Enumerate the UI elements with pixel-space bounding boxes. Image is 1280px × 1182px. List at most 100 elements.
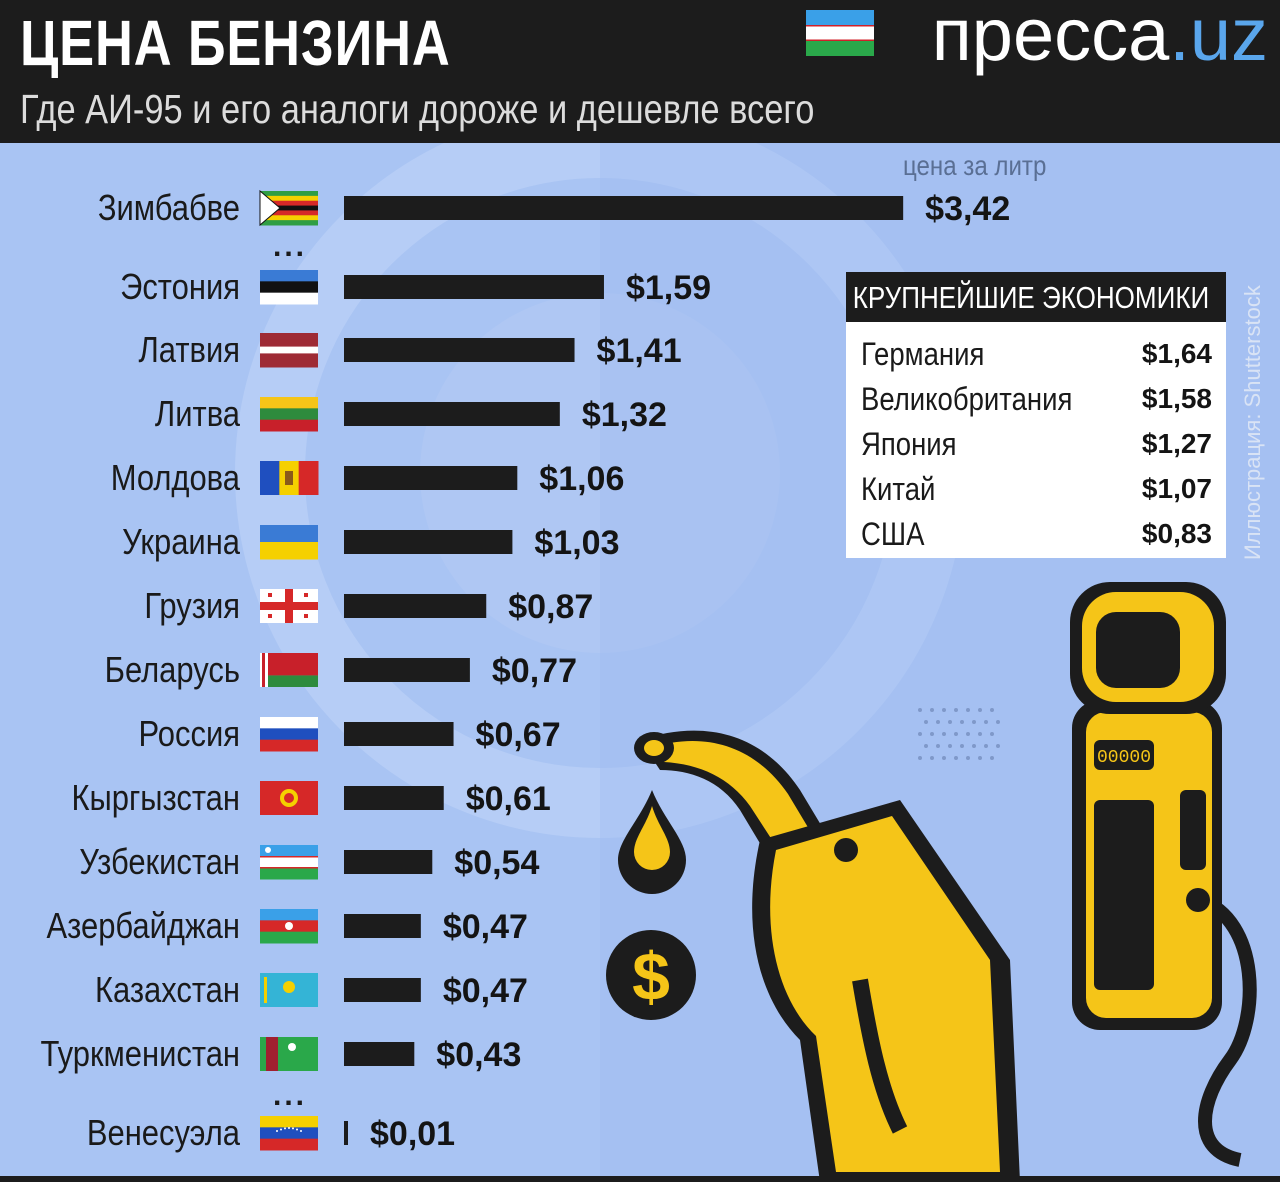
- economies-title-text: КРУПНЕЙШИЕ ЭКОНОМИКИ: [852, 280, 1210, 315]
- fuel-pump-icon: 00000: [1070, 582, 1226, 1030]
- halftone-dots: [918, 708, 1000, 760]
- flag-icon-14: [260, 1116, 318, 1151]
- economy-country: Япония: [861, 426, 957, 462]
- bar: [344, 914, 421, 938]
- bar: [344, 196, 904, 220]
- value-label: $0,67: [476, 716, 561, 754]
- country-label: Латвия: [138, 331, 240, 371]
- value-label: $3,42: [925, 190, 1010, 228]
- value-label: $0,77: [492, 652, 577, 690]
- ellipsis: ...: [273, 1079, 307, 1112]
- value-label: $1,59: [626, 269, 711, 307]
- country-label: Грузия: [144, 587, 240, 627]
- country-label: Туркменистан: [40, 1035, 240, 1075]
- country-label: Казахстан: [95, 971, 240, 1011]
- country-label: Кыргызстан: [72, 779, 240, 819]
- bar: [344, 466, 518, 490]
- flag-icon-12: [260, 973, 318, 1007]
- economy-price: $1,64: [1141, 338, 1212, 369]
- country-label: Эстония: [120, 268, 240, 308]
- economy-price: $0,83: [1141, 518, 1212, 549]
- value-label: $0,01: [370, 1115, 455, 1153]
- flag-icon-7: [260, 653, 318, 687]
- footer-line: [0, 1176, 1280, 1182]
- flag-icon-1: [260, 270, 318, 305]
- value-label: $1,32: [582, 396, 667, 434]
- ellipsis: ...: [273, 230, 307, 263]
- flag-icon-13: [260, 1037, 318, 1071]
- country-label: Беларусь: [105, 651, 240, 691]
- economy-row: Германия $1,64: [846, 334, 1226, 378]
- country-label: Азербайджан: [46, 907, 240, 947]
- bar: [344, 275, 604, 299]
- economy-row: Япония $1,27: [846, 424, 1226, 468]
- bar: [344, 850, 433, 874]
- brand-logo: пресса.uz: [932, 0, 1268, 77]
- flag-icon-8: [260, 717, 318, 752]
- economy-country: Германия: [861, 336, 985, 372]
- value-label: $1,06: [539, 460, 624, 498]
- economy-row: Китай $1,07: [846, 469, 1226, 513]
- hose: [1197, 893, 1257, 1167]
- bar: [344, 978, 421, 1002]
- country-label: Россия: [139, 715, 240, 755]
- country-label: Зимбабве: [98, 189, 240, 229]
- flag-icon-4: [260, 461, 319, 495]
- uzbekistan-flag-logo-icon: [806, 10, 874, 56]
- illustration-credit: Иллюстрация: Shutterstock: [1240, 285, 1265, 560]
- brand-main: пресса: [931, 0, 1170, 76]
- value-label: $0,43: [436, 1036, 521, 1074]
- economy-price: $1,07: [1141, 473, 1212, 504]
- bar: [344, 722, 454, 746]
- country-label: Узбекистан: [79, 843, 240, 883]
- svg-text:$: $: [632, 939, 670, 1015]
- flag-icon-3: [260, 397, 318, 432]
- svg-text:00000: 00000: [1097, 748, 1151, 768]
- brand-tld: .uz: [1169, 0, 1268, 76]
- bar: [344, 1121, 348, 1145]
- flag-icon-9: [260, 781, 318, 815]
- value-label: $1,03: [534, 524, 619, 562]
- chart-title: ЦЕНА БЕНЗИНА: [20, 7, 451, 79]
- flag-icon-5: [260, 525, 318, 560]
- value-label: $0,47: [443, 972, 528, 1010]
- flag-icon-0: [259, 189, 318, 227]
- economy-row: США $0,83: [846, 514, 1226, 558]
- economy-country: США: [861, 516, 925, 552]
- country-label: Венесуэла: [87, 1114, 240, 1154]
- dollar-coin-icon: $: [606, 930, 696, 1020]
- value-label: $0,47: [443, 908, 528, 946]
- bar: [344, 594, 487, 618]
- bar: [344, 338, 575, 362]
- fuel-nozzle-icon: [634, 730, 1020, 1182]
- value-label: $1,41: [597, 332, 682, 370]
- economy-price: $1,58: [1141, 383, 1212, 414]
- bar: [344, 402, 560, 426]
- bar: [344, 658, 470, 682]
- largest-economies-table: КРУПНЕЙШИЕ ЭКОНОМИКИ Германия $1,64 Вели…: [846, 272, 1226, 558]
- value-label: $0,87: [508, 588, 593, 626]
- bar: [344, 530, 513, 554]
- economy-country: Китай: [861, 471, 936, 507]
- value-label: $0,61: [466, 780, 551, 818]
- economy-country: Великобритания: [861, 381, 1073, 417]
- fuel-drop-icon: [618, 790, 686, 894]
- flag-icon-10: [260, 845, 318, 880]
- header-bar: ЦЕНА БЕНЗИНА Где АИ-95 и его аналоги дор…: [0, 0, 1280, 143]
- unit-label: цена за литр: [903, 150, 1047, 181]
- country-label: Украина: [122, 523, 240, 563]
- value-label: $0,54: [454, 844, 539, 882]
- flag-icon-11: [260, 909, 318, 944]
- bar: [344, 1042, 415, 1066]
- country-label: Литва: [155, 395, 240, 435]
- bar: [344, 786, 444, 810]
- country-label: Молдова: [111, 459, 241, 499]
- flag-icon-6: [260, 589, 318, 623]
- economy-row: Великобритания $1,58: [846, 379, 1226, 423]
- chart-subtitle: Где АИ-95 и его аналоги дороже и дешевле…: [20, 86, 815, 132]
- flag-icon-2: [260, 333, 318, 368]
- economies-title: КРУПНЕЙШИЕ ЭКОНОМИКИ: [846, 272, 1226, 322]
- economy-price: $1,27: [1141, 428, 1212, 459]
